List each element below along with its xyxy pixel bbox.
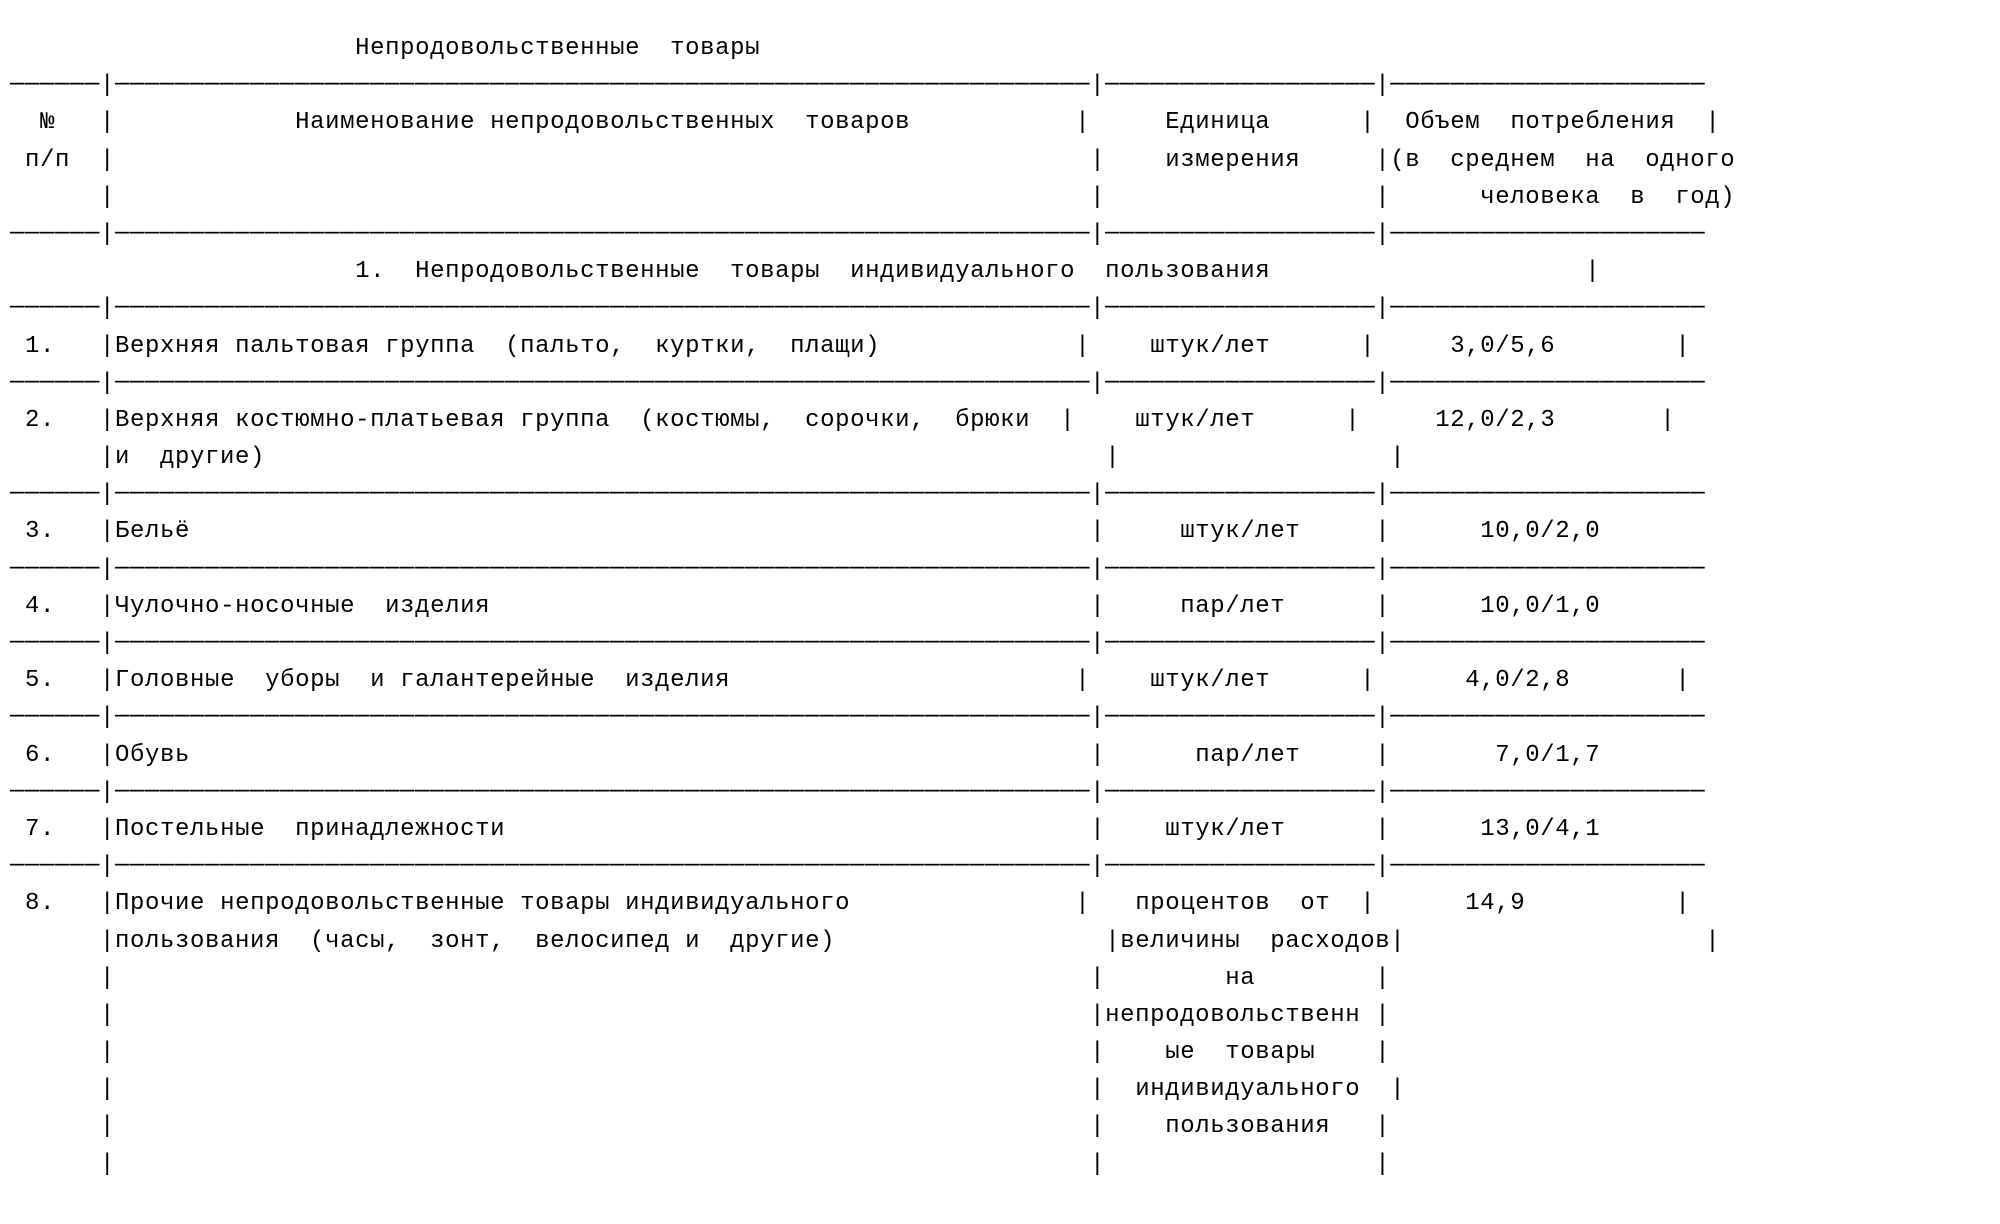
cell-value: 4,0/2,8 — [1465, 667, 1570, 694]
rule-line: ──────|─────────────────────────────────… — [10, 556, 1705, 583]
cell-value: 10,0/2,0 — [1480, 518, 1600, 545]
rule-line: ──────|─────────────────────────────────… — [10, 704, 1705, 731]
cell-unit-line: индивидуального — [1135, 1076, 1360, 1103]
cell-num: 4. — [25, 593, 55, 620]
page-title: Непродовольственные товары — [355, 35, 760, 62]
cell-name: Бельё — [115, 518, 190, 545]
rule-line: ──────|─────────────────────────────────… — [10, 370, 1705, 397]
cell-unit: штук/лет — [1180, 518, 1300, 545]
cell-value: 7,0/1,7 — [1495, 742, 1600, 769]
cell-name: Верхняя пальтовая группа (пальто, куртки… — [115, 333, 880, 360]
cell-unit-line: пользования — [1165, 1113, 1330, 1140]
cell-unit-line: величины расходов — [1120, 928, 1390, 955]
cell-unit-line: на — [1225, 965, 1255, 992]
section-heading: 1. Непродовольственные товары индивидуал… — [355, 258, 1270, 285]
cell-num: 1. — [25, 333, 55, 360]
rule-line: ──────|─────────────────────────────────… — [10, 481, 1705, 508]
rule-line: ──────|─────────────────────────────────… — [10, 630, 1705, 657]
cell-num: 6. — [25, 742, 55, 769]
col-num-header-2: п/п — [25, 147, 70, 174]
cell-name: Постельные принадлежности — [115, 816, 505, 843]
cell-unit-line: процентов от — [1135, 890, 1330, 917]
col-unit-header-1: Единица — [1165, 109, 1270, 136]
cell-num: 8. — [25, 890, 55, 917]
cell-name: Обувь — [115, 742, 190, 769]
cell-unit-line: непродовольственн — [1105, 1002, 1360, 1029]
cell-value: 13,0/4,1 — [1480, 816, 1600, 843]
cell-unit-line: ые товары — [1165, 1039, 1315, 1066]
cell-name-cont: и другие) — [115, 444, 265, 471]
cell-num: 5. — [25, 667, 55, 694]
cell-name-cont: пользования (часы, зонт, велосипед и дру… — [115, 928, 835, 955]
cell-unit: пар/лет — [1195, 742, 1300, 769]
cell-num: 2. — [25, 407, 55, 434]
cell-value: 12,0/2,3 — [1435, 407, 1555, 434]
cell-value: 10,0/1,0 — [1480, 593, 1600, 620]
cell-name: Прочие непродовольственные товары индиви… — [115, 890, 850, 917]
col-unit-header-2: измерения — [1165, 147, 1300, 174]
cell-num: 7. — [25, 816, 55, 843]
col-vol-header-1: Объем потребления — [1405, 109, 1675, 136]
cell-name: Верхняя костюмно-платьевая группа (костю… — [115, 407, 1030, 434]
col-name-header: Наименование непродовольственных товаров — [295, 109, 910, 136]
cell-unit: штук/лет — [1150, 667, 1270, 694]
cell-unit: штук/лет — [1150, 333, 1270, 360]
cell-num: 3. — [25, 518, 55, 545]
document-body: Непродовольственные товары ──────|──────… — [0, 24, 2000, 1189]
rule-line: ──────|─────────────────────────────────… — [10, 295, 1705, 322]
rule-line: ──────|─────────────────────────────────… — [10, 72, 1705, 99]
rule-line: ──────|─────────────────────────────────… — [10, 853, 1705, 880]
cell-unit: пар/лет — [1180, 593, 1285, 620]
cell-unit: штук/лет — [1165, 816, 1285, 843]
col-num-header-1: № — [40, 109, 55, 136]
col-vol-header-2: (в среднем на одного — [1390, 147, 1735, 174]
cell-unit: штук/лет — [1135, 407, 1255, 434]
col-vol-header-3: человека в год) — [1480, 184, 1735, 211]
rule-line: ──────|─────────────────────────────────… — [10, 779, 1705, 806]
rule-line: ──────|─────────────────────────────────… — [10, 221, 1705, 248]
cell-name: Головные уборы и галантерейные изделия — [115, 667, 730, 694]
cell-value: 3,0/5,6 — [1450, 333, 1555, 360]
cell-value: 14,9 — [1465, 890, 1525, 917]
cell-name: Чулочно-носочные изделия — [115, 593, 490, 620]
